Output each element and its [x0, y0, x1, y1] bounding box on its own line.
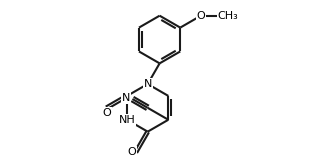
Text: O: O: [127, 147, 136, 157]
Text: N: N: [122, 93, 130, 103]
Text: N: N: [144, 79, 152, 89]
Text: NH: NH: [119, 115, 135, 125]
Text: CH₃: CH₃: [218, 11, 238, 21]
Text: O: O: [102, 108, 111, 118]
Text: O: O: [197, 11, 205, 21]
